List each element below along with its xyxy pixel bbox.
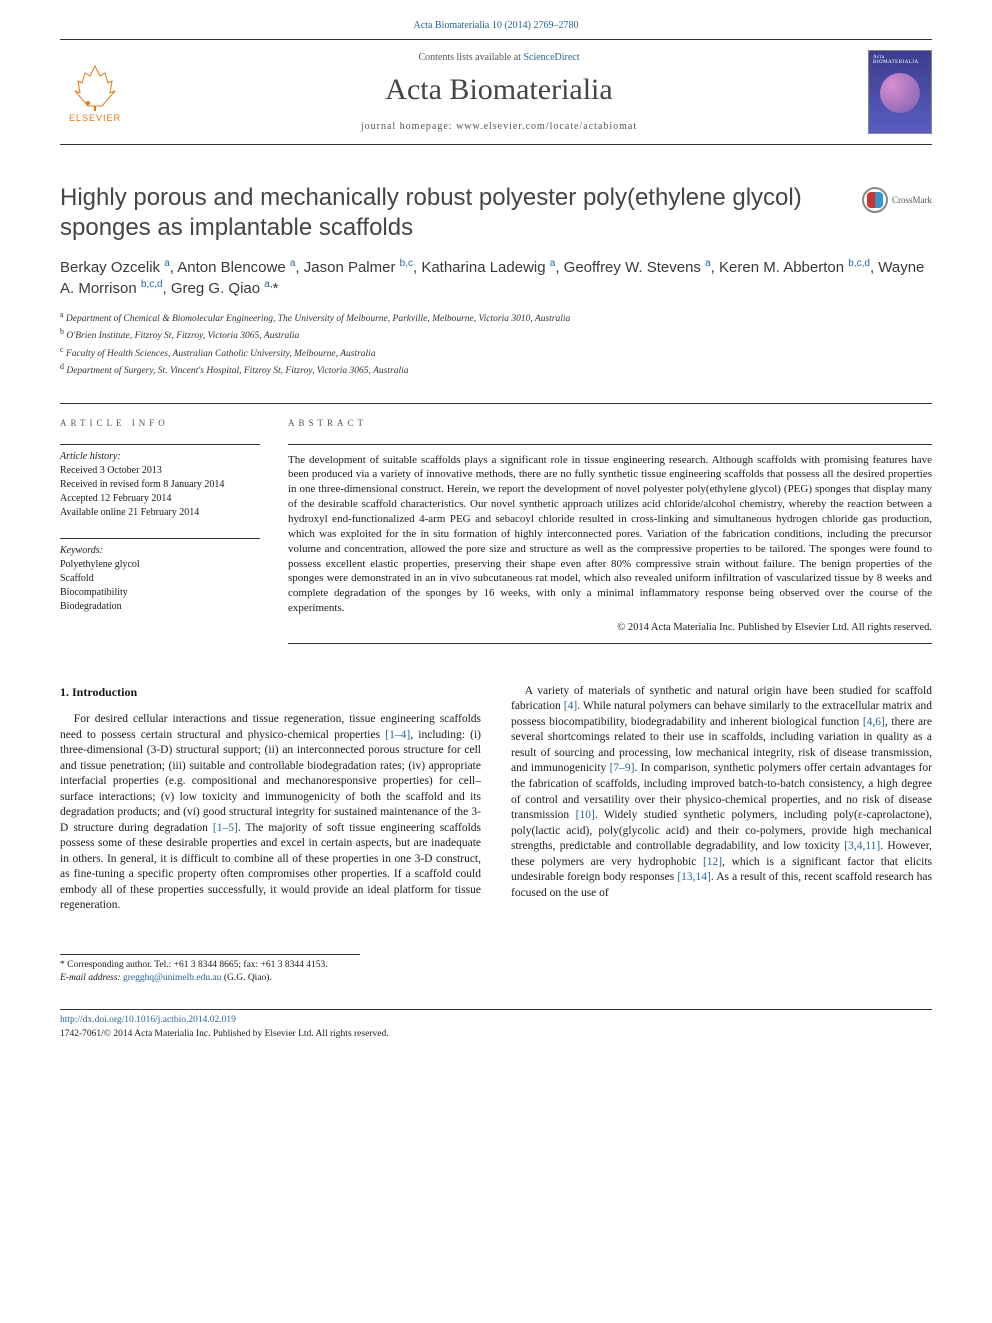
- ref-link[interactable]: [13,14]: [677, 871, 711, 883]
- corr-text: Corresponding author. Tel.: +61 3 8344 8…: [67, 960, 328, 970]
- ref-link[interactable]: [10]: [576, 809, 595, 821]
- doi-link[interactable]: http://dx.doi.org/10.1016/j.actbio.2014.…: [60, 1015, 236, 1025]
- affiliation-item: b O'Brien Institute, Fitzroy St, Fitzroy…: [60, 326, 932, 343]
- affiliations: a Department of Chemical & Biomolecular …: [60, 309, 932, 379]
- ref-link[interactable]: [12]: [703, 856, 722, 868]
- elsevier-name: ELSEVIER: [69, 113, 121, 123]
- authors: Berkay Ozcelik a, Anton Blencowe a, Jaso…: [60, 257, 932, 299]
- intro-para-1: For desired cellular interactions and ti…: [60, 712, 481, 914]
- elsevier-logo[interactable]: ELSEVIER: [60, 52, 130, 132]
- rule-top: [60, 39, 932, 40]
- history-block: Article history: Received 3 October 2013…: [60, 444, 260, 520]
- affiliation-item: d Department of Surgery, St. Vincent's H…: [60, 361, 932, 378]
- crossmark-icon: [862, 187, 888, 213]
- keyword-item: Biocompatibility: [60, 586, 260, 600]
- keywords-label: Keywords:: [60, 545, 260, 556]
- issn-line: 1742-7061/© 2014 Acta Materialia Inc. Pu…: [60, 1029, 389, 1039]
- abstract-text: The development of suitable scaffolds pl…: [288, 444, 932, 616]
- ref-link[interactable]: [7–9]: [610, 762, 635, 774]
- history-label: Article history:: [60, 451, 260, 462]
- keywords-block: Keywords: Polyethylene glycolScaffoldBio…: [60, 538, 260, 614]
- abstract-copyright: © 2014 Acta Materialia Inc. Published by…: [288, 622, 932, 633]
- body-text: 1. Introduction For desired cellular int…: [60, 684, 932, 914]
- corr-email-who: (G.G. Qiao).: [221, 973, 271, 983]
- journal-name: Acta Biomaterialia: [130, 73, 868, 107]
- section-heading-1: 1. Introduction: [60, 684, 481, 700]
- ref-link[interactable]: [1–4]: [385, 729, 410, 741]
- ref-link[interactable]: [1–5]: [213, 822, 238, 834]
- crossmark-label: CrossMark: [892, 195, 932, 205]
- title-block: Highly porous and mechanically robust po…: [60, 183, 932, 243]
- ref-link[interactable]: [3,4,11]: [844, 840, 880, 852]
- article-info: ARTICLE INFO Article history: Received 3…: [60, 404, 260, 644]
- citation-bar: Acta Biomaterialia 10 (2014) 2769–2780: [60, 20, 932, 31]
- history-item: Received 3 October 2013: [60, 464, 260, 478]
- affiliation-item: a Department of Chemical & Biomolecular …: [60, 309, 932, 326]
- article-info-heading: ARTICLE INFO: [60, 418, 260, 428]
- masthead-center: Contents lists available at ScienceDirec…: [130, 52, 868, 132]
- affiliation-item: c Faculty of Health Sciences, Australian…: [60, 344, 932, 361]
- intro-para-2: A variety of materials of synthetic and …: [511, 684, 932, 901]
- corr-star: *: [60, 960, 65, 970]
- history-item: Accepted 12 February 2014: [60, 492, 260, 506]
- article-title: Highly porous and mechanically robust po…: [60, 183, 842, 243]
- ref-link[interactable]: [4,6]: [863, 716, 885, 728]
- rule-masthead-bottom: [60, 144, 932, 145]
- keyword-item: Biodegradation: [60, 600, 260, 614]
- keyword-item: Polyethylene glycol: [60, 558, 260, 572]
- corr-email-link[interactable]: gregghq@unimelb.edu.au: [123, 973, 221, 983]
- cover-title: Acta BIOMATERIALIA: [873, 55, 927, 65]
- history-item: Received in revised form 8 January 2014: [60, 478, 260, 492]
- contents-prefix: Contents lists available at: [418, 52, 523, 63]
- homepage-label: journal homepage:: [361, 121, 456, 132]
- sciencedirect-link[interactable]: ScienceDirect: [523, 52, 579, 63]
- corr-email-label: E-mail address:: [60, 973, 123, 983]
- p1c: . The majority of soft tissue engineerin…: [60, 822, 481, 912]
- elsevier-tree-icon: [70, 61, 120, 111]
- homepage-line: journal homepage: www.elsevier.com/locat…: [130, 121, 868, 132]
- citation-text[interactable]: Acta Biomaterialia 10 (2014) 2769–2780: [414, 20, 579, 31]
- abstract-heading: ABSTRACT: [288, 418, 932, 428]
- cover-art-icon: [880, 73, 920, 113]
- corresponding-author-note: * Corresponding author. Tel.: +61 3 8344…: [60, 954, 360, 986]
- crossmark-badge[interactable]: CrossMark: [862, 187, 932, 213]
- contents-line: Contents lists available at ScienceDirec…: [130, 52, 868, 63]
- info-abstract-wrap: ARTICLE INFO Article history: Received 3…: [60, 403, 932, 644]
- footer-meta: http://dx.doi.org/10.1016/j.actbio.2014.…: [60, 1009, 932, 1041]
- history-item: Available online 21 February 2014: [60, 506, 260, 520]
- abstract-column: ABSTRACT The development of suitable sca…: [288, 404, 932, 644]
- masthead: ELSEVIER Contents lists available at Sci…: [60, 44, 932, 140]
- ref-link[interactable]: [4]: [564, 700, 577, 712]
- journal-cover[interactable]: Acta BIOMATERIALIA: [868, 50, 932, 134]
- p1b: , including: (i) three-dimensional (3-D)…: [60, 729, 481, 834]
- footer-block: * Corresponding author. Tel.: +61 3 8344…: [60, 954, 932, 1041]
- homepage-url[interactable]: www.elsevier.com/locate/actabiomat: [456, 121, 637, 132]
- keyword-item: Scaffold: [60, 572, 260, 586]
